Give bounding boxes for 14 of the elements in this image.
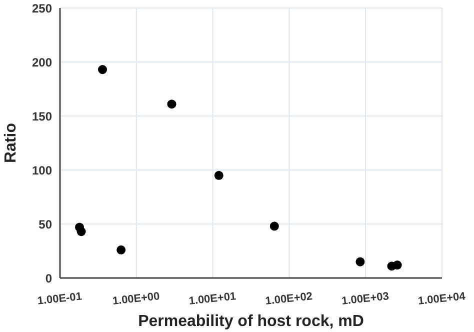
x-tick-label: 1.00E+03 — [341, 290, 390, 308]
x-axis-title: Permeability of host rock, mD — [138, 313, 364, 330]
y-tick-label: 200 — [32, 55, 52, 70]
y-tick-label: 250 — [32, 1, 52, 16]
x-tick-label: 1.00E+02 — [264, 290, 314, 308]
y-tick-label: 50 — [38, 217, 52, 232]
x-tick-label: 1.00E-01 — [36, 290, 83, 308]
x-tick-label: 1.00E+00 — [112, 290, 160, 308]
x-tick-label: 1.00E+01 — [188, 290, 237, 308]
y-tick-label: 100 — [32, 163, 52, 178]
y-tick-label: 150 — [32, 109, 52, 124]
y-axis-title: Ratio — [2, 122, 20, 163]
x-tick-label: 1.00E+04 — [417, 290, 467, 308]
y-tick-label: 0 — [45, 271, 52, 286]
